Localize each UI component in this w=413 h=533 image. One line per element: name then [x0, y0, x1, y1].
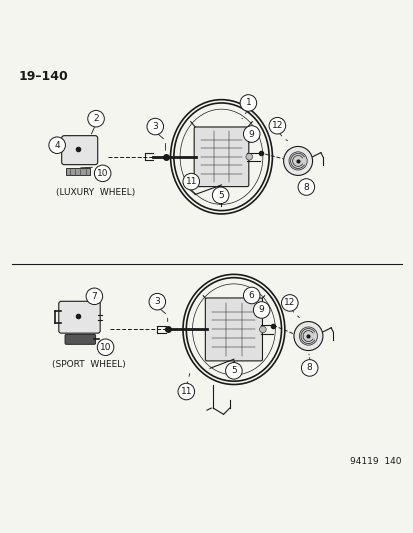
Circle shape: [243, 287, 259, 304]
Circle shape: [149, 293, 165, 310]
Circle shape: [301, 360, 317, 376]
Text: 6: 6: [248, 291, 254, 300]
Text: 7: 7: [91, 292, 97, 301]
Text: 12: 12: [283, 298, 295, 308]
Circle shape: [293, 321, 322, 351]
Bar: [66, 168, 90, 175]
Text: 9: 9: [248, 130, 254, 139]
Text: (SPORT  WHEEL): (SPORT WHEEL): [52, 360, 125, 369]
Circle shape: [240, 95, 256, 111]
Circle shape: [283, 147, 312, 175]
FancyBboxPatch shape: [65, 334, 95, 344]
Circle shape: [268, 117, 285, 134]
Text: 9: 9: [258, 305, 264, 314]
Circle shape: [212, 187, 228, 204]
Text: 11: 11: [180, 387, 192, 396]
Text: 94119  140: 94119 140: [349, 457, 401, 466]
Circle shape: [86, 288, 102, 304]
Circle shape: [225, 362, 242, 379]
Text: 19–140: 19–140: [19, 70, 68, 83]
Circle shape: [183, 173, 199, 190]
FancyBboxPatch shape: [59, 301, 100, 333]
Text: 3: 3: [154, 297, 160, 306]
Circle shape: [245, 154, 252, 160]
Text: 8: 8: [303, 182, 309, 191]
Circle shape: [49, 137, 65, 154]
Text: 4: 4: [54, 141, 60, 150]
FancyBboxPatch shape: [62, 136, 97, 165]
Circle shape: [253, 302, 269, 318]
Text: 11: 11: [185, 177, 197, 186]
FancyBboxPatch shape: [194, 127, 248, 187]
Text: 12: 12: [271, 121, 282, 130]
Text: 5: 5: [217, 191, 223, 200]
Circle shape: [259, 326, 266, 333]
Text: 1: 1: [245, 99, 251, 108]
Text: (LUXURY  WHEEL): (LUXURY WHEEL): [56, 188, 135, 197]
Circle shape: [88, 110, 104, 127]
Circle shape: [299, 327, 317, 345]
Text: 3: 3: [152, 122, 158, 131]
Text: 2: 2: [93, 114, 99, 123]
Text: 10: 10: [100, 343, 111, 352]
Text: 8: 8: [306, 364, 312, 373]
Circle shape: [243, 126, 259, 142]
FancyBboxPatch shape: [205, 298, 262, 361]
Circle shape: [97, 339, 114, 356]
Circle shape: [178, 383, 194, 400]
Text: 5: 5: [230, 366, 236, 375]
Text: 10: 10: [97, 169, 108, 178]
Circle shape: [297, 179, 314, 195]
Circle shape: [288, 152, 306, 170]
Circle shape: [281, 295, 297, 311]
Circle shape: [94, 165, 111, 182]
Circle shape: [147, 118, 163, 135]
